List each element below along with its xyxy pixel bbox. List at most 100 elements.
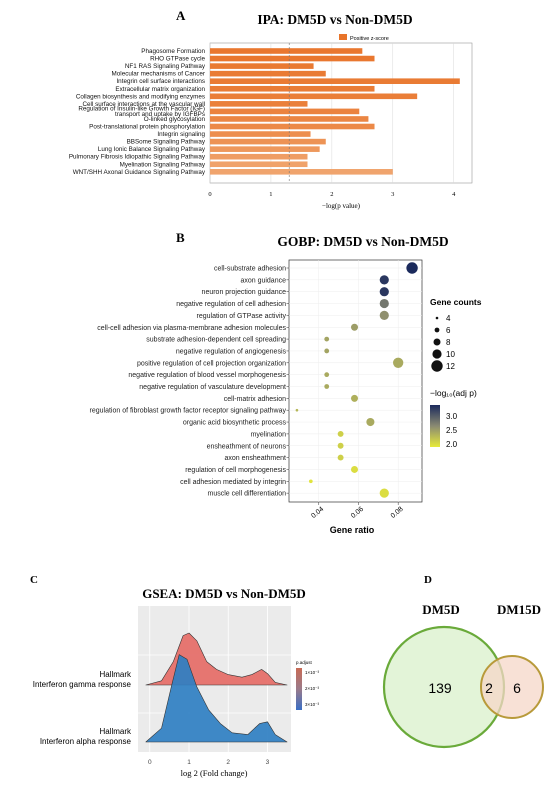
panel-b-term-label: myelination bbox=[251, 431, 287, 438]
panel-a-bar bbox=[210, 116, 369, 122]
panel-a-category-label: transport and uptake by IGFBPs bbox=[115, 111, 205, 118]
venn-set-left-label: DM5D bbox=[422, 602, 460, 617]
panel-b-size-legend: 4 6 8 10 12 bbox=[431, 314, 455, 372]
panel-b-dot bbox=[324, 336, 330, 342]
venn-set-right-label: DM15D bbox=[497, 602, 541, 617]
panel-c-x-tick: 3 bbox=[266, 759, 270, 766]
panel-b-term-label: regulation of GTPase activity bbox=[197, 313, 287, 320]
panel-b-term-label: positive regulation of cell projection o… bbox=[137, 360, 286, 367]
panel-b-term-label: negative regulation of vasculature devel… bbox=[139, 384, 286, 391]
panel-a-ipa: A IPA: DM5D vs Non-DM5D Positive z-score… bbox=[69, 8, 473, 210]
panel-b-term-labels: cell-substrate adhesion axon guidance neur… bbox=[90, 266, 289, 498]
panel-b-size-legend-value: 6 bbox=[446, 326, 451, 335]
panel-a-bar bbox=[210, 85, 375, 92]
panel-b-size-legend-dot bbox=[431, 360, 443, 372]
panel-b-size-legend-dot bbox=[433, 338, 441, 346]
panel-b-term-label: cell-substrate adhesion bbox=[214, 266, 286, 273]
panel-b-dot bbox=[406, 262, 418, 274]
panel-b-x-axis-label: Gene ratio bbox=[330, 525, 375, 535]
panel-b-gobp: B GOBP: DM5D vs Non-DM5D cell-substrate … bbox=[90, 230, 482, 535]
panel-b-plot-frame bbox=[288, 259, 423, 503]
panel-a-x-tick: 0 bbox=[208, 191, 211, 198]
panel-a-bar bbox=[210, 70, 326, 77]
panel-c-letter: C bbox=[30, 574, 38, 586]
panel-c-x-tick: 2 bbox=[226, 759, 230, 766]
panel-a-bar bbox=[210, 78, 460, 84]
panel-c-color-bar bbox=[296, 668, 302, 710]
panel-b-term-label: regulation of cell morphogenesis bbox=[185, 467, 286, 474]
panel-a-x-ticks: 0 1 2 3 4 bbox=[208, 191, 456, 198]
panel-b-dot bbox=[366, 418, 375, 427]
panel-a-bar bbox=[210, 169, 393, 175]
panel-b-term-label: negative regulation of blood vessel morp… bbox=[128, 372, 286, 379]
panel-a-bar bbox=[210, 101, 308, 107]
panel-a-x-axis-label: −log(p value) bbox=[322, 202, 361, 210]
panel-a-category-label: Myelination Signaling Pathway bbox=[120, 161, 206, 168]
panel-b-term-label: substrate adhesion-dependent cell spread… bbox=[146, 337, 286, 344]
panel-b-term-label: negative regulation of angiogenesis bbox=[176, 348, 287, 355]
panel-d-letter: D bbox=[424, 574, 432, 586]
panel-a-bar bbox=[210, 63, 314, 69]
panel-b-dot bbox=[393, 357, 404, 368]
panel-b-term-label: axon ensheathment bbox=[225, 455, 287, 462]
panel-a-title: IPA: DM5D vs Non-DM5D bbox=[257, 12, 413, 27]
panel-b-size-legend-title: Gene counts bbox=[430, 297, 482, 307]
panel-c-x-axis-label: log 2 (Fold change) bbox=[181, 768, 248, 778]
venn-count-overlap: 2 bbox=[485, 680, 493, 696]
panel-a-x-tick: 2 bbox=[330, 191, 333, 198]
panel-c-x-tick: 0 bbox=[148, 759, 152, 766]
venn-count-right-only: 6 bbox=[513, 680, 521, 696]
panel-b-dot bbox=[379, 488, 389, 498]
panel-b-dot bbox=[351, 323, 359, 331]
panel-b-dots bbox=[295, 262, 418, 498]
panel-a-category-label: BBSome Signaling Pathway bbox=[127, 139, 206, 146]
panel-a-category-label: Phagosome Formation bbox=[141, 48, 205, 55]
panel-b-dot bbox=[324, 384, 330, 389]
panel-a-category-label: Integrin cell surface interactions bbox=[116, 78, 205, 85]
panel-b-color-legend-tick: 3.0 bbox=[446, 412, 458, 421]
panel-c-x-ticks: 0 1 2 3 bbox=[148, 759, 270, 766]
panel-b-x-ticks: 0.04 0.06 0.08 bbox=[310, 502, 405, 520]
panel-b-term-label: negative regulation of cell adhesion bbox=[176, 301, 286, 308]
panel-b-size-legend-value: 4 bbox=[446, 314, 451, 323]
panel-c-x-tick: 1 bbox=[187, 759, 191, 766]
panel-b-size-legend-dot bbox=[434, 327, 440, 333]
panel-c-row-label: Interferon gamma response bbox=[33, 680, 132, 689]
panel-b-dot bbox=[379, 298, 389, 309]
panel-b-x-tick: 0.06 bbox=[350, 506, 365, 520]
panel-a-bar bbox=[210, 55, 375, 62]
panel-b-size-legend-dot bbox=[435, 316, 439, 320]
panel-b-term-label: axon guidance bbox=[240, 277, 286, 284]
venn-circle-dm15d bbox=[480, 655, 544, 719]
panel-c-row-label: Hallmark bbox=[99, 727, 132, 736]
panel-b-term-label: cell adhesion mediated by integrin bbox=[180, 479, 286, 486]
panel-b-term-label: muscle cell differentiation bbox=[208, 491, 287, 498]
panel-b-dot bbox=[351, 465, 359, 473]
panel-b-color-bar bbox=[430, 405, 440, 447]
panel-c-gsea: C GSEA: DM5D vs Non-DM5D HallmarkInterfe… bbox=[30, 574, 320, 778]
panel-b-term-label: cell-cell adhesion via plasma-membrane a… bbox=[97, 325, 286, 332]
panel-a-category-label: Molecular mechanisms of Cancer bbox=[112, 71, 205, 78]
panel-b-letter: B bbox=[176, 230, 185, 245]
panel-c-legend-tick: 1×10⁻³ bbox=[305, 670, 320, 675]
panel-c-ridges bbox=[145, 632, 288, 743]
panel-b-dot bbox=[308, 479, 313, 484]
panel-a-bar bbox=[210, 93, 418, 100]
panel-a-bar bbox=[210, 153, 308, 160]
panel-a-category-label: WNT/SHH Axonal Guidance Signaling Pathwa… bbox=[73, 169, 206, 176]
panel-a-bar bbox=[210, 123, 375, 130]
panel-c-legend-ticks: 1×10⁻³ 2×10⁻³ 3×10⁻³ bbox=[305, 670, 320, 707]
panel-a-letter: A bbox=[176, 8, 186, 23]
panel-a-category-label: RHO GTPase cycle bbox=[150, 56, 205, 63]
panel-a-bar bbox=[210, 146, 320, 152]
panel-b-size-legend-dot bbox=[432, 349, 442, 359]
panel-a-category-label: Lung Ionic Balance Signaling Pathway bbox=[98, 146, 206, 153]
panel-b-dot bbox=[324, 348, 330, 354]
panel-a-bar bbox=[210, 108, 360, 115]
panel-a-legend-label: Positive z-score bbox=[350, 36, 389, 42]
panel-c-legend-title: p.adjust bbox=[296, 660, 313, 665]
panel-b-x-tick: 0.04 bbox=[310, 506, 325, 520]
panel-a-category-label: Collagen biosynthesis and modifying enzy… bbox=[76, 93, 205, 100]
